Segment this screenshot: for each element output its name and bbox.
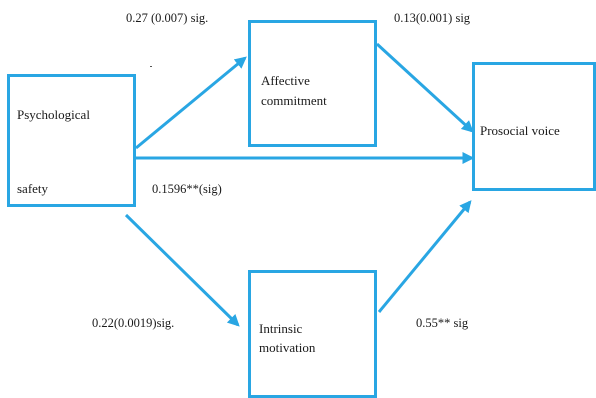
node-psychological-safety: Psychological safety	[7, 74, 136, 207]
arrow-motivation-to-voice	[377, 200, 472, 313]
node-intrinsic-motivation: Intrinsic motivation	[248, 270, 377, 398]
node-affective-commitment: Affective commitment	[248, 20, 377, 147]
arrow-safety-to-motivation	[124, 213, 240, 327]
node-prosocial-voice-line1: Prosocial voice	[480, 123, 560, 138]
edge-label-commitment-to-voice: 0.13(0.001) sig	[394, 11, 471, 25]
edge-label-safety-to-motivation: 0.22(0.0019)sig.	[92, 316, 175, 330]
arrow-safety-to-commitment	[135, 56, 247, 150]
edge-label-safety-to-commitment: 0.27 (0.007) sig.	[126, 11, 209, 25]
node-psychological-safety-line1: Psychological	[17, 107, 90, 122]
node-prosocial-voice: Prosocial voice	[472, 62, 596, 191]
edge-label-safety-to-voice: 0.1596**(sig)	[152, 182, 222, 196]
node-affective-commitment-line2: commitment	[261, 93, 327, 108]
node-affective-commitment-line1: Affective	[261, 73, 310, 88]
node-intrinsic-motivation-line1: Intrinsic	[259, 321, 303, 336]
node-intrinsic-motivation-line2: motivation	[259, 340, 316, 355]
stray-dot	[150, 66, 152, 67]
node-psychological-safety-line2: safety	[17, 181, 49, 196]
edge-label-motivation-to-voice: 0.55** sig	[416, 316, 469, 330]
arrow-commitment-to-voice	[375, 42, 474, 133]
